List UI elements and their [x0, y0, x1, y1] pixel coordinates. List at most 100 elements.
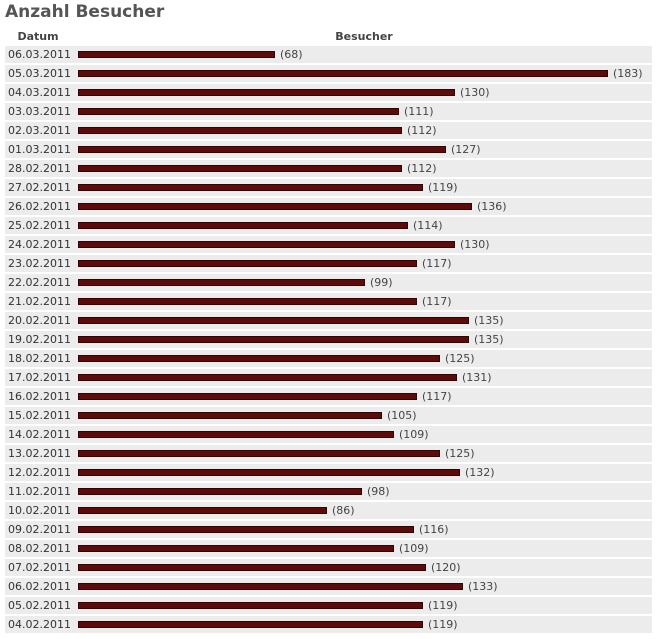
date-label: 15.02.2011 [8, 409, 71, 422]
value-label: (183) [613, 67, 643, 80]
table-row: 27.02.2011 (119) [5, 179, 652, 196]
date-label: 16.02.2011 [8, 390, 71, 403]
value-label: (99) [370, 276, 393, 289]
table-row: 03.03.2011 (111) [5, 103, 652, 120]
table-row: 11.02.2011 (98) [5, 483, 652, 500]
visitor-bar [78, 526, 414, 533]
visitor-bar [78, 70, 608, 77]
table-row: 10.02.2011 (86) [5, 502, 652, 519]
visitor-bar [78, 374, 457, 381]
date-label: 12.02.2011 [8, 466, 71, 479]
value-label: (135) [474, 314, 504, 327]
date-label: 13.02.2011 [8, 447, 71, 460]
visitor-bar [78, 298, 417, 305]
table-row: 06.03.2011 (68) [5, 46, 652, 63]
table-row: 04.03.2011 (130) [5, 84, 652, 101]
table-row: 26.02.2011 (136) [5, 198, 652, 215]
visitor-bar [78, 241, 455, 248]
value-label: (109) [399, 428, 429, 441]
date-label: 14.02.2011 [8, 428, 71, 441]
table-row: 02.03.2011 (112) [5, 122, 652, 139]
page-title: Anzahl Besucher [5, 2, 165, 22]
date-label: 20.02.2011 [8, 314, 71, 327]
value-label: (68) [280, 48, 303, 61]
value-label: (112) [407, 162, 437, 175]
date-label: 02.03.2011 [8, 124, 71, 137]
value-label: (119) [428, 599, 458, 612]
date-label: 21.02.2011 [8, 295, 71, 308]
table-row: 07.02.2011 (120) [5, 559, 652, 576]
value-label: (119) [428, 181, 458, 194]
value-label: (98) [367, 485, 390, 498]
value-label: (131) [462, 371, 492, 384]
visitor-bar [78, 203, 472, 210]
value-label: (127) [451, 143, 481, 156]
visitor-bar [78, 165, 402, 172]
value-label: (120) [431, 561, 461, 574]
visitor-bar [78, 602, 423, 609]
value-label: (117) [422, 257, 452, 270]
column-header-visitors: Besucher [335, 30, 393, 43]
value-label: (135) [474, 333, 504, 346]
value-label: (114) [413, 219, 443, 232]
table-row: 16.02.2011 (117) [5, 388, 652, 405]
table-header: Datum Besucher [0, 29, 656, 45]
date-label: 07.02.2011 [8, 561, 71, 574]
visitor-bar [78, 279, 365, 286]
visitor-bar [78, 146, 446, 153]
table-row: 15.02.2011 (105) [5, 407, 652, 424]
visitor-bar [78, 450, 440, 457]
date-label: 28.02.2011 [8, 162, 71, 175]
date-label: 06.02.2011 [8, 580, 71, 593]
table-row: 05.02.2011 (119) [5, 597, 652, 614]
table-row: 08.02.2011 (109) [5, 540, 652, 557]
table-row: 19.02.2011 (135) [5, 331, 652, 348]
table-row: 01.03.2011 (127) [5, 141, 652, 158]
table-row: 05.03.2011 (183) [5, 65, 652, 82]
date-label: 05.02.2011 [8, 599, 71, 612]
table-row: 06.02.2011 (133) [5, 578, 652, 595]
value-label: (119) [428, 618, 458, 631]
visitor-bar [78, 336, 469, 343]
date-label: 24.02.2011 [8, 238, 71, 251]
table-row: 09.02.2011 (116) [5, 521, 652, 538]
visitor-bar [78, 431, 394, 438]
table-row: 24.02.2011 (130) [5, 236, 652, 253]
visitor-bar [78, 260, 417, 267]
table-row: 20.02.2011 (135) [5, 312, 652, 329]
visitor-bar [78, 564, 426, 571]
table-row: 21.02.2011 (117) [5, 293, 652, 310]
visitor-bar [78, 488, 362, 495]
date-label: 06.03.2011 [8, 48, 71, 61]
value-label: (111) [404, 105, 434, 118]
table-row: 25.02.2011 (114) [5, 217, 652, 234]
visitor-bar [78, 507, 327, 514]
value-label: (136) [477, 200, 507, 213]
value-label: (86) [332, 504, 355, 517]
date-label: 03.03.2011 [8, 105, 71, 118]
date-label: 25.02.2011 [8, 219, 71, 232]
value-label: (109) [399, 542, 429, 555]
visitor-bar [78, 222, 408, 229]
visitor-bar [78, 317, 469, 324]
date-label: 10.02.2011 [8, 504, 71, 517]
visitor-bar [78, 355, 440, 362]
date-label: 09.02.2011 [8, 523, 71, 536]
value-label: (117) [422, 390, 452, 403]
value-label: (116) [419, 523, 449, 536]
date-label: 01.03.2011 [8, 143, 71, 156]
visitor-bar [78, 545, 394, 552]
date-label: 27.02.2011 [8, 181, 71, 194]
visitor-bar [78, 393, 417, 400]
visitor-bar [78, 583, 463, 590]
date-label: 19.02.2011 [8, 333, 71, 346]
date-label: 26.02.2011 [8, 200, 71, 213]
date-label: 18.02.2011 [8, 352, 71, 365]
table-row: 12.02.2011 (132) [5, 464, 652, 481]
value-label: (133) [468, 580, 498, 593]
column-header-date: Datum [17, 30, 59, 43]
date-label: 04.02.2011 [8, 618, 71, 631]
value-label: (112) [407, 124, 437, 137]
value-label: (130) [460, 238, 490, 251]
value-label: (125) [445, 447, 475, 460]
